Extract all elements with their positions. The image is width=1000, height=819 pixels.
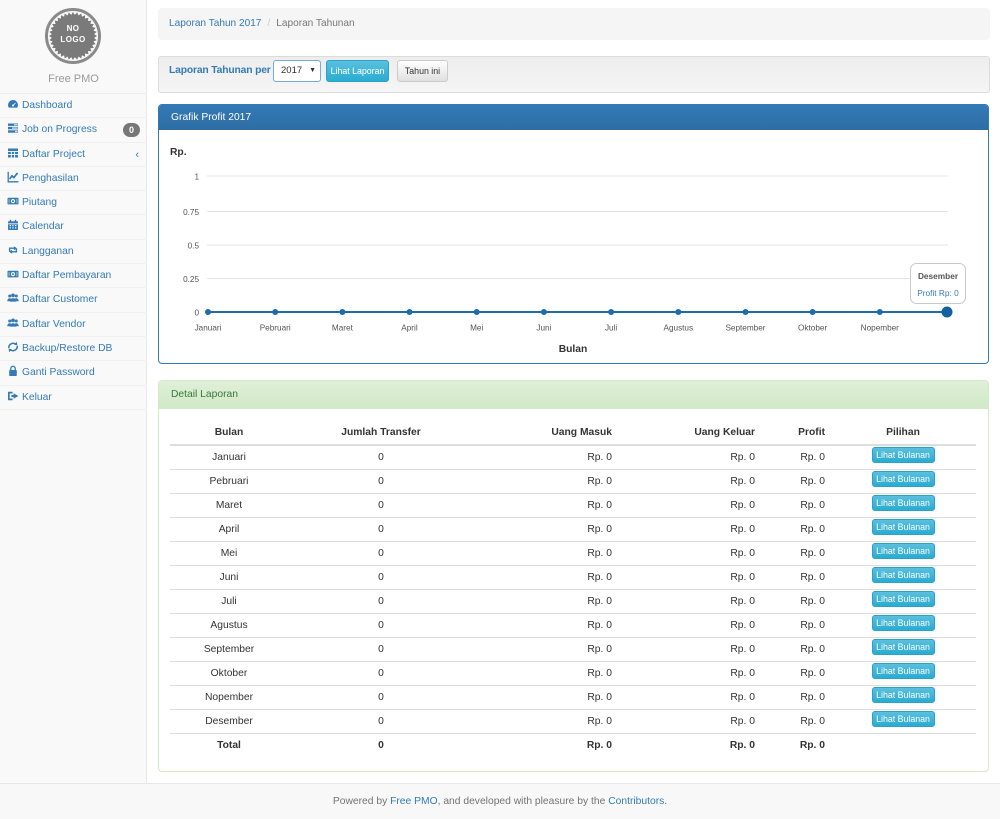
svg-text:Agustus: Agustus xyxy=(664,324,694,333)
svg-text:Pebruari: Pebruari xyxy=(260,324,291,333)
svg-text:Bulan: Bulan xyxy=(559,344,588,355)
svg-text:LOGO: LOGO xyxy=(60,35,85,44)
svg-text:Desember: Desember xyxy=(918,271,959,281)
svg-text:0.75: 0.75 xyxy=(183,208,199,217)
svg-text:Oktober: Oktober xyxy=(798,324,827,333)
svg-text:April: April xyxy=(401,324,418,333)
svg-text:Maret: Maret xyxy=(332,324,354,333)
svg-text:Januari: Januari xyxy=(195,324,222,333)
svg-text:Juni: Juni xyxy=(536,324,551,333)
svg-text:1: 1 xyxy=(194,173,199,182)
svg-text:0.25: 0.25 xyxy=(183,275,199,284)
svg-text:NO: NO xyxy=(67,24,80,33)
svg-text:Rp.: Rp. xyxy=(170,147,187,158)
svg-text:September: September xyxy=(725,324,765,333)
svg-text:0.5: 0.5 xyxy=(188,242,200,251)
svg-text:Juli: Juli xyxy=(605,324,617,333)
svg-text:Profit Rp: 0: Profit Rp: 0 xyxy=(917,288,959,298)
svg-text:Mei: Mei xyxy=(470,324,483,333)
svg-text:0: 0 xyxy=(194,309,199,318)
svg-text:Nopember: Nopember xyxy=(861,324,900,333)
